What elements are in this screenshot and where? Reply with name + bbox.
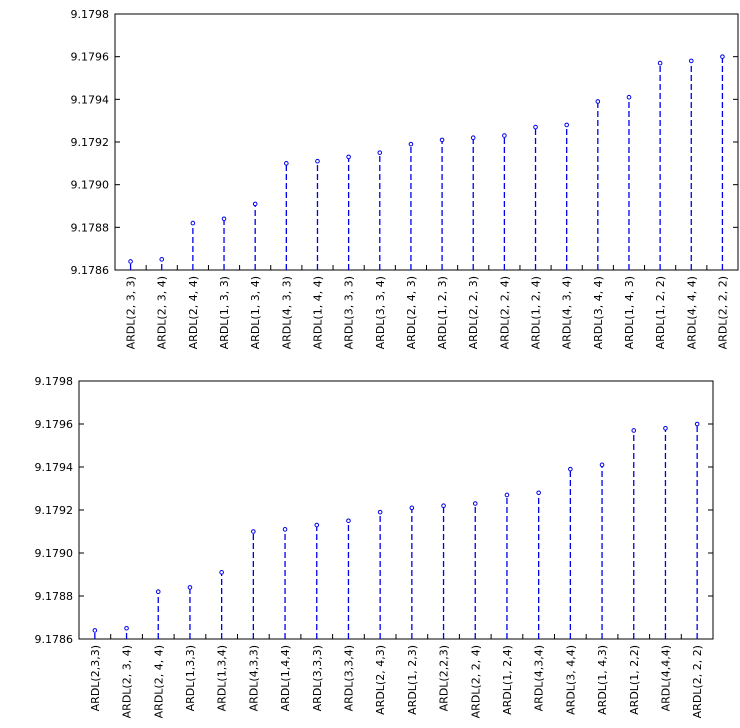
dropline-marker-7 xyxy=(315,158,320,164)
dropline-marker-5 xyxy=(252,201,258,207)
y-tick-label: 9.1790 xyxy=(35,547,74,560)
dropline-marker-16 xyxy=(595,99,601,104)
category-label-17: ARDL(1, 4,3) xyxy=(596,645,609,715)
category-label-3: ARDL(2, 4, 4) xyxy=(152,645,165,718)
dropline-marker-3 xyxy=(155,589,161,594)
dropline-marker-7 xyxy=(282,527,288,532)
category-label-5: ARDL(1, 3, 4) xyxy=(249,276,262,349)
y-tick-label: 9.1786 xyxy=(71,264,110,277)
category-label-2: ARDL(2, 3, 4) xyxy=(121,645,134,718)
category-label-15: ARDL(4,3,4) xyxy=(533,645,546,711)
dropline-marker-18 xyxy=(631,428,637,433)
dropline-marker-9 xyxy=(377,150,383,155)
dropline-marker-17 xyxy=(599,462,605,468)
category-label-13: ARDL(2, 2, 4) xyxy=(469,645,482,718)
y-tick-label: 9.1792 xyxy=(71,136,110,149)
y-tick-label: 9.1796 xyxy=(35,418,74,431)
dropline-marker-15 xyxy=(536,490,541,496)
category-label-17: ARDL(1, 4, 3) xyxy=(623,276,636,349)
y-tick-label: 9.1796 xyxy=(71,51,110,64)
y-tick-label: 9.1790 xyxy=(71,179,110,192)
category-label-19: ARDL(4, 4, 4) xyxy=(685,276,698,349)
y-tick-label: 9.1798 xyxy=(35,375,74,388)
dropline-marker-4 xyxy=(221,216,227,222)
dropline-marker-13 xyxy=(472,501,478,506)
category-label-11: ARDL(1, 2, 3) xyxy=(436,276,449,349)
dropline-marker-3 xyxy=(190,220,196,226)
category-label-10: ARDL(2, 4, 3) xyxy=(405,276,418,349)
dropline-marker-6 xyxy=(251,529,256,534)
category-label-11: ARDL(1, 2,3) xyxy=(406,645,419,715)
category-label-10: ARDL(2, 4,3) xyxy=(374,645,387,715)
bottom-dropline-chart: 9.1786 9.1788 9.1790 9.1792 9.1794 9.1796 9.17… xyxy=(35,375,714,718)
category-label-8: ARDL(3, 3, 3) xyxy=(343,276,356,349)
category-label-3: ARDL(2, 4, 4) xyxy=(187,276,200,349)
dropline-marker-15 xyxy=(564,122,569,128)
plot-frame xyxy=(114,13,739,271)
y-tick-label: 9.1794 xyxy=(35,461,74,474)
category-label-15: ARDL(4, 3, 4) xyxy=(561,276,574,349)
dropline-marker-17 xyxy=(626,94,632,100)
category-label-4: ARDL(1, 3, 3) xyxy=(218,276,231,349)
y-tick-label: 9.1786 xyxy=(35,633,74,646)
category-label-1: ARDL(2, 3, 3) xyxy=(125,276,138,349)
y-tick-label: 9.1792 xyxy=(35,504,74,517)
dropline-marker-8 xyxy=(314,522,320,528)
category-label-2: ARDL(2, 3, 4) xyxy=(156,276,169,349)
category-label-18: ARDL(1, 2, 2) xyxy=(654,276,667,349)
plot-frame xyxy=(78,380,714,640)
y-tick-label: 9.1788 xyxy=(71,221,110,234)
dropline-marker-5 xyxy=(219,570,224,575)
y-tick-label: 9.1788 xyxy=(35,590,74,603)
category-label-16: ARDL(3, 4, 4) xyxy=(592,276,605,349)
category-label-7: ARDL(1, 4, 4) xyxy=(311,276,324,349)
dropline-marker-18 xyxy=(657,60,663,66)
dropline-marker-4 xyxy=(187,585,193,590)
dropline-marker-2 xyxy=(159,257,165,262)
category-label-9: ARDL(3,3,4) xyxy=(342,645,355,711)
category-label-12: ARDL(2,2,3) xyxy=(438,645,451,711)
category-label-20: ARDL(2, 2, 2) xyxy=(716,276,729,349)
category-label-13: ARDL(2, 2, 4) xyxy=(498,276,511,349)
dropline-marker-2 xyxy=(124,625,129,631)
category-label-8: ARDL(3,3,3) xyxy=(311,645,324,711)
dropline-marker-6 xyxy=(284,161,289,166)
category-label-6: ARDL(4, 3, 3) xyxy=(280,276,293,349)
category-label-4: ARDL(1,3,3) xyxy=(184,645,197,711)
top-dropline-chart: 9.1786 9.1788 9.1790 9.1792 9.1794 9.1796 9.17… xyxy=(71,8,739,349)
category-label-14: ARDL(1, 2,4) xyxy=(501,645,514,715)
dropline-marker-14 xyxy=(533,124,538,130)
dropline-marker-19 xyxy=(663,426,668,431)
dropline-marker-12 xyxy=(441,503,446,508)
dropline-marker-8 xyxy=(346,154,351,160)
dropline-marker-11 xyxy=(409,505,415,511)
dropline-marker-13 xyxy=(502,133,507,138)
category-label-19: ARDL(4,4,4) xyxy=(659,645,672,711)
dropline-marker-20 xyxy=(720,54,725,59)
dropline-marker-10 xyxy=(408,141,414,147)
category-label-20: ARDL(2, 2, 2) xyxy=(691,645,704,718)
category-label-7: ARDL(1,4,4) xyxy=(279,645,292,711)
category-label-18: ARDL(1, 2,2) xyxy=(628,645,641,715)
dropline-marker-1 xyxy=(92,628,98,633)
dropline-marker-1 xyxy=(128,259,133,264)
dropline-marker-10 xyxy=(377,509,383,515)
dropline-marker-9 xyxy=(346,518,351,524)
dropline-marker-11 xyxy=(439,137,445,143)
category-label-16: ARDL(3, 4,4) xyxy=(564,645,577,715)
dropline-marker-14 xyxy=(504,492,510,498)
category-label-12: ARDL(2, 2, 3) xyxy=(467,276,480,349)
dropline-marker-16 xyxy=(568,466,573,472)
y-tick-label: 9.1794 xyxy=(71,93,110,106)
category-label-14: ARDL(1, 2, 4) xyxy=(530,276,543,349)
category-label-1: ARDL(2,3,3) xyxy=(89,645,102,711)
dropline-marker-19 xyxy=(688,58,694,64)
y-tick-label: 9.1798 xyxy=(71,8,110,21)
dropline-marker-12 xyxy=(470,135,476,141)
category-label-6: ARDL(4,3,3) xyxy=(247,645,260,711)
category-label-9: ARDL(3, 3, 4) xyxy=(374,276,387,349)
category-label-5: ARDL(1,3,4) xyxy=(216,645,229,711)
dropline-marker-20 xyxy=(694,421,700,427)
